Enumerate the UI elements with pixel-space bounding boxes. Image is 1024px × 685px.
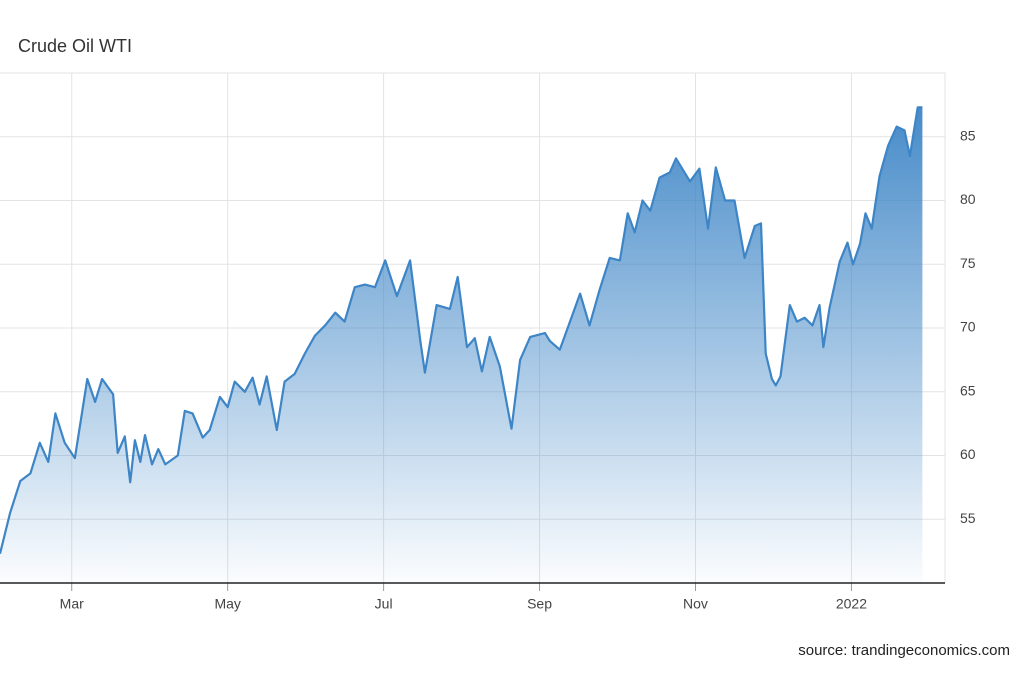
x-tick-label: Nov bbox=[683, 596, 708, 612]
chart-title: Crude Oil WTI bbox=[18, 36, 132, 56]
x-tick-label: Jul bbox=[375, 596, 393, 612]
x-tick-label: Mar bbox=[60, 596, 84, 612]
y-tick-label: 80 bbox=[960, 191, 976, 207]
x-tick-label: May bbox=[214, 596, 240, 612]
y-tick-label: 85 bbox=[960, 127, 976, 143]
area bbox=[0, 107, 923, 584]
y-tick-label: 60 bbox=[960, 446, 976, 462]
x-tick-label: Sep bbox=[527, 596, 552, 612]
y-tick-label: 75 bbox=[960, 255, 976, 271]
y-tick-label: 55 bbox=[960, 510, 976, 526]
y-tick-label: 65 bbox=[960, 382, 976, 398]
y-tick-label: 70 bbox=[960, 319, 976, 335]
line bbox=[0, 106, 923, 554]
source: source: trandingeconomics.com bbox=[798, 642, 1010, 659]
x-tick-label: 2022 bbox=[836, 596, 867, 612]
